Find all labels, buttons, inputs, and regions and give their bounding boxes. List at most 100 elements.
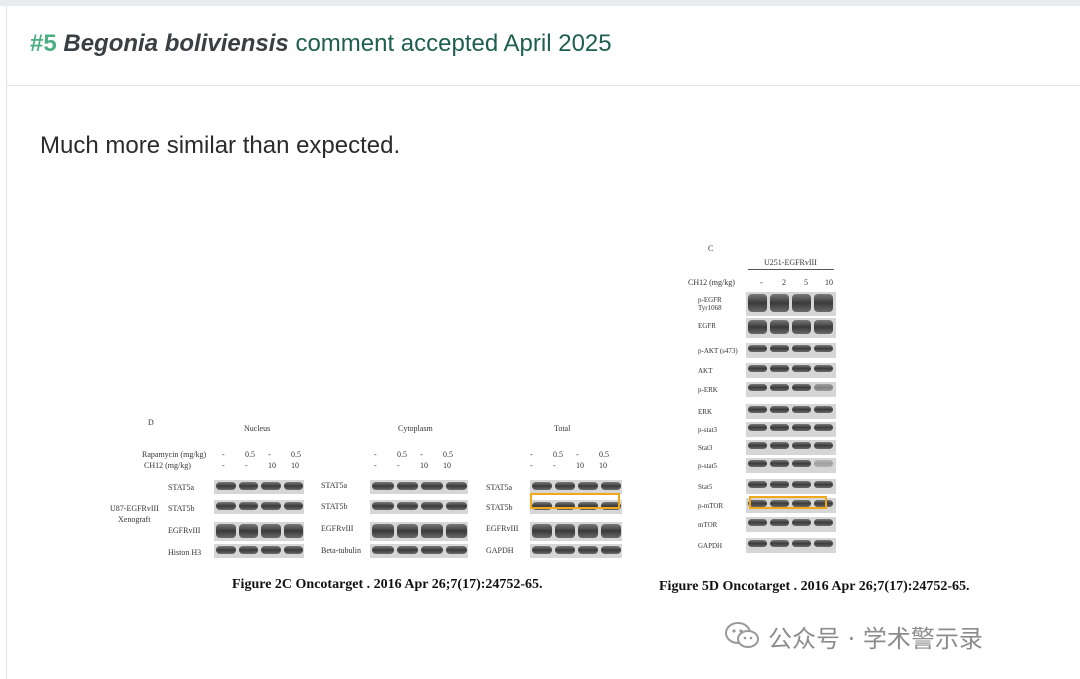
blot-band xyxy=(421,546,443,554)
blot-band xyxy=(748,442,767,449)
blot-band xyxy=(238,502,258,510)
blot-band xyxy=(372,546,394,554)
blot-band xyxy=(532,502,552,510)
blot-strip xyxy=(746,440,836,455)
header-rule xyxy=(748,269,834,270)
dose-0: - xyxy=(760,278,763,287)
blot-band xyxy=(792,345,811,352)
right-row-label: p-mTOR xyxy=(698,502,724,510)
nuc-row-3: Histon H3 xyxy=(168,548,202,557)
blot-band xyxy=(532,546,552,554)
ch12-value: - xyxy=(222,461,225,470)
ch12-value: - xyxy=(530,461,533,470)
ch12-value: 10 xyxy=(443,461,451,470)
blot-strip xyxy=(746,318,836,338)
blot-band xyxy=(396,524,418,538)
blot-band xyxy=(421,482,443,490)
ch12-value: 10 xyxy=(576,461,584,470)
blot-band xyxy=(792,320,811,334)
blot-band xyxy=(770,424,789,431)
blot-band xyxy=(792,406,811,413)
row-header-rapamycin: Rapamycin (mg/kg) xyxy=(142,450,207,459)
rapamycin-value: - xyxy=(222,450,225,459)
blot-band xyxy=(792,294,811,312)
blot-strip xyxy=(530,480,622,494)
section-cytoplasm: Cytoplasm xyxy=(398,424,433,433)
blot-band xyxy=(770,345,789,352)
species-name[interactable]: Begonia boliviensis xyxy=(63,30,289,57)
right-row-label: EGFR xyxy=(698,322,716,330)
panel-letter-d: D xyxy=(148,418,154,427)
blot-band xyxy=(748,384,767,391)
right-row-label: p-EGFR Tyr1068 xyxy=(698,296,722,312)
blot-band xyxy=(792,540,811,547)
blot-band xyxy=(748,424,767,431)
blot-band xyxy=(396,482,418,490)
blot-band xyxy=(261,546,281,554)
blot-band xyxy=(814,519,833,526)
cyto-row-2: EGFRvIII xyxy=(321,524,354,533)
blot-band xyxy=(555,546,575,554)
side-label-cell: U87-EGFRvIII xyxy=(110,504,159,513)
dose-1: 2 xyxy=(782,278,786,287)
nuc-row-1: STAT5b xyxy=(168,504,195,513)
blot-strip xyxy=(370,544,468,558)
blot-band xyxy=(445,482,467,490)
blot-band xyxy=(814,500,833,507)
blot-band xyxy=(283,546,303,554)
right-row-label: p-stat3 xyxy=(698,426,718,434)
blot-strip xyxy=(214,480,304,494)
comment-header: #5 Begonia boliviensis comment accepted … xyxy=(7,6,1080,86)
ch12-value: - xyxy=(245,461,248,470)
blot-band xyxy=(216,524,236,538)
blot-band xyxy=(814,540,833,547)
blot-strip xyxy=(746,538,836,553)
cell-line-label: U251-EGFRvIII xyxy=(764,258,817,267)
blot-band xyxy=(396,546,418,554)
highlight-pmtor xyxy=(749,496,827,509)
blot-band xyxy=(372,482,394,490)
nuc-row-2: EGFRvIII xyxy=(168,526,201,535)
comment-number[interactable]: #5 xyxy=(30,30,57,57)
right-row-label: ERK xyxy=(698,408,712,416)
wechat-icon xyxy=(725,622,759,648)
blot-band xyxy=(770,540,789,547)
blot-band xyxy=(261,502,281,510)
blot-band xyxy=(421,502,443,510)
right-row-label: p-AKT (s473) xyxy=(698,347,738,355)
ch12-value: - xyxy=(553,461,556,470)
blot-strip xyxy=(746,479,836,494)
blot-band xyxy=(770,365,789,372)
blot-band xyxy=(578,546,598,554)
blot-strip xyxy=(370,480,468,494)
top-bar xyxy=(0,0,1080,6)
blot-band xyxy=(555,524,575,538)
blot-band xyxy=(601,524,621,538)
blot-band xyxy=(283,482,303,490)
section-nucleus: Nucleus xyxy=(244,424,271,433)
ch12-header: CH12 (mg/kg) xyxy=(688,278,735,287)
blot-strip xyxy=(530,544,622,558)
rapamycin-value: 0.5 xyxy=(599,450,609,459)
rapamycin-value: 0.5 xyxy=(245,450,255,459)
right-row-label: AKT xyxy=(698,367,713,375)
rapamycin-value: 0.5 xyxy=(291,450,301,459)
blot-band xyxy=(792,481,811,488)
blot-band xyxy=(792,460,811,467)
ch12-value: 10 xyxy=(291,461,299,470)
rapamycin-value: 0.5 xyxy=(443,450,453,459)
blot-band xyxy=(445,524,467,538)
blot-band xyxy=(238,546,258,554)
blot-band xyxy=(532,482,552,490)
blot-band xyxy=(578,502,598,510)
blot-band xyxy=(792,500,811,507)
blot-band xyxy=(748,406,767,413)
blot-band xyxy=(748,294,767,312)
right-row-label: Stat3 xyxy=(698,444,713,452)
blot-strip xyxy=(746,498,836,513)
blot-band xyxy=(792,519,811,526)
ch12-value: - xyxy=(374,461,377,470)
rapamycin-value: - xyxy=(374,450,377,459)
blot-band xyxy=(792,365,811,372)
rapamycin-value: 0.5 xyxy=(553,450,563,459)
